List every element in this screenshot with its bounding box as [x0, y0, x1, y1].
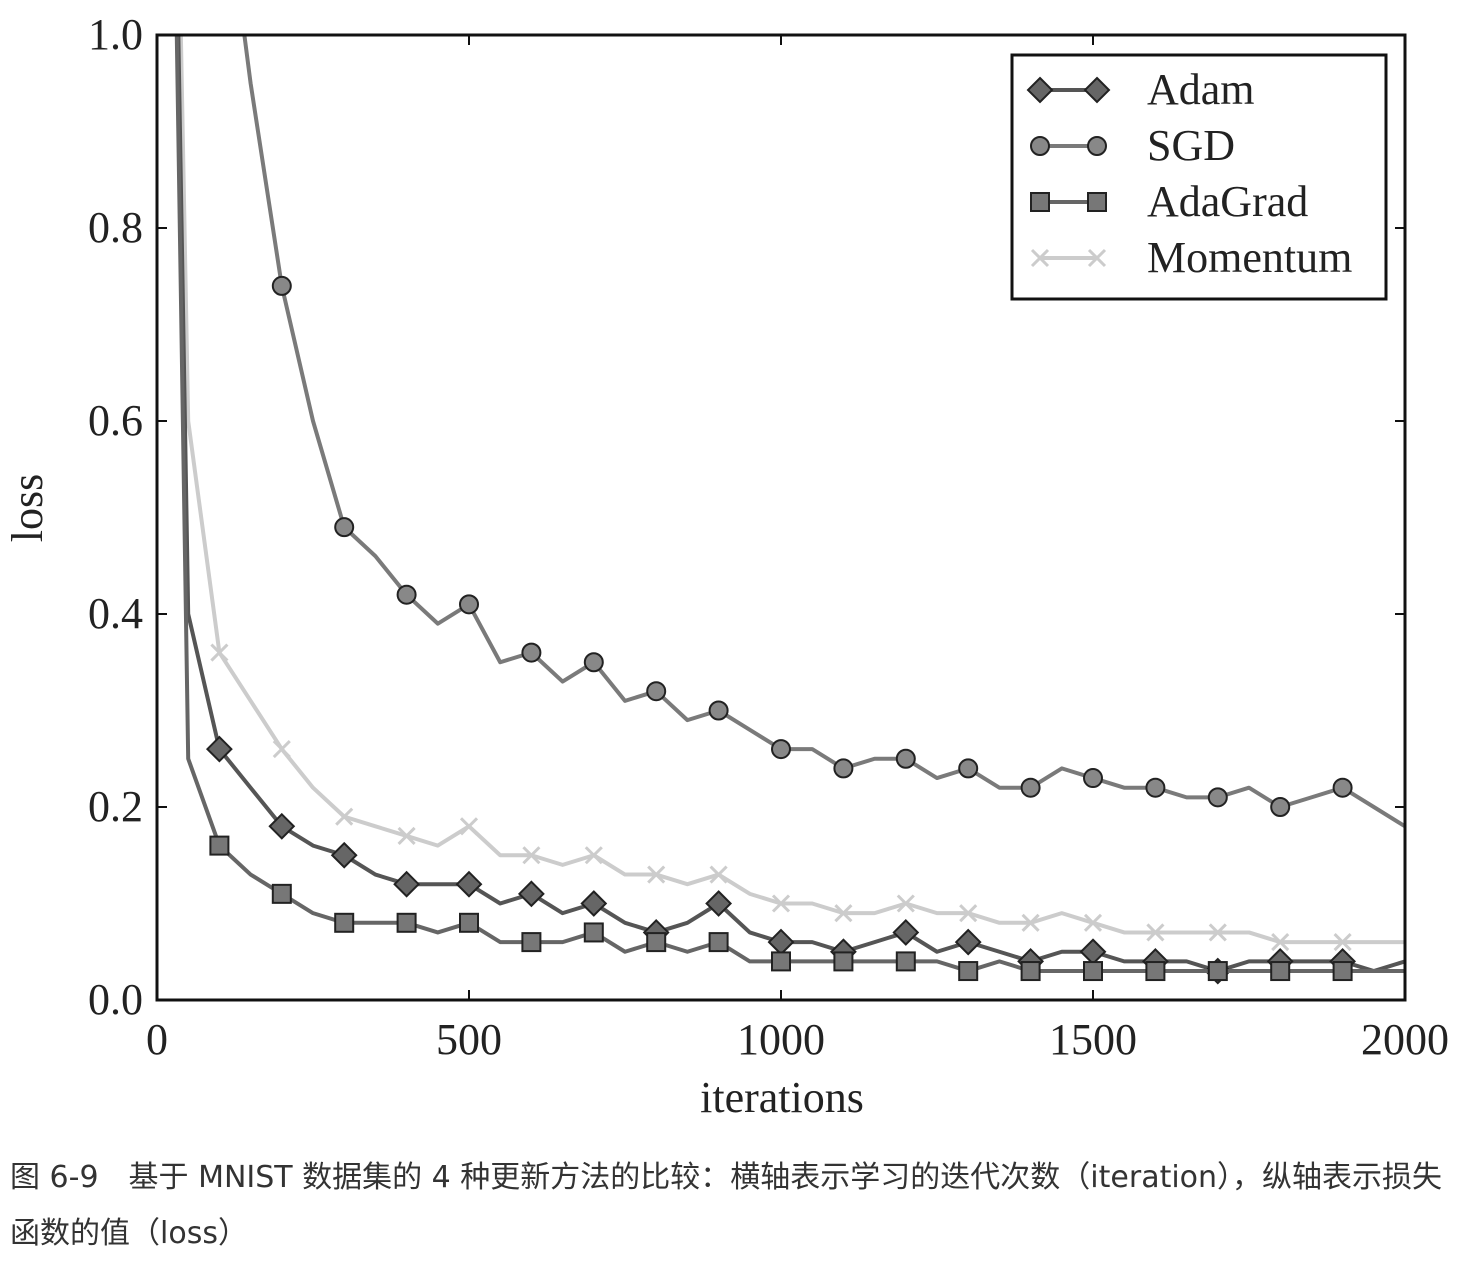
x-axis-label: iterations	[700, 1073, 864, 1122]
marker	[271, 883, 292, 904]
marker	[1208, 923, 1227, 942]
legend: Adam SGD AdaGrad Momentum	[1010, 53, 1388, 301]
marker	[1030, 192, 1050, 212]
marker	[521, 642, 542, 663]
marker	[896, 894, 915, 913]
marker	[1145, 961, 1166, 982]
y-tick-label: 0.6	[88, 396, 143, 445]
legend-label: SGD	[1147, 121, 1235, 170]
marker	[393, 870, 421, 898]
marker	[268, 812, 296, 840]
marker	[646, 932, 667, 953]
marker	[1087, 136, 1107, 156]
marker	[334, 912, 355, 933]
marker	[580, 890, 608, 917]
marker	[521, 932, 542, 953]
marker	[1207, 961, 1228, 982]
marker	[1083, 76, 1111, 104]
x-tick-label: 1000	[737, 1015, 825, 1064]
marker	[1030, 136, 1050, 156]
marker	[1332, 961, 1353, 982]
y-tick-label: 0.0	[88, 975, 143, 1024]
marker	[1083, 768, 1103, 789]
marker	[1020, 777, 1041, 798]
marker	[455, 870, 483, 898]
legend-label: AdaGrad	[1147, 177, 1308, 226]
marker	[1145, 777, 1166, 798]
marker	[1270, 961, 1291, 982]
marker	[1332, 777, 1353, 798]
marker	[705, 890, 733, 917]
marker	[954, 928, 982, 956]
marker	[892, 919, 920, 946]
marker	[895, 748, 916, 769]
marker	[771, 739, 791, 760]
marker	[334, 517, 355, 538]
marker	[522, 846, 541, 865]
marker	[1026, 76, 1054, 104]
marker	[895, 951, 916, 972]
marker	[271, 275, 292, 296]
marker	[1087, 192, 1107, 212]
marker	[1087, 248, 1107, 268]
marker	[330, 841, 358, 869]
marker	[459, 594, 479, 615]
marker	[583, 652, 604, 673]
marker	[210, 643, 229, 662]
marker	[584, 846, 603, 865]
marker	[1083, 913, 1103, 932]
marker	[205, 735, 233, 763]
y-axis-label: loss	[3, 474, 52, 542]
y-tick-label: 1.0	[88, 10, 143, 59]
y-tick-label: 0.8	[88, 203, 143, 252]
marker	[397, 826, 416, 846]
marker	[958, 961, 979, 982]
marker	[708, 700, 729, 721]
y-tick-label: 0.4	[88, 589, 143, 638]
y-tick-label: 0.2	[88, 782, 143, 831]
marker	[771, 894, 791, 913]
marker	[708, 932, 729, 953]
marker	[959, 904, 978, 923]
marker	[767, 928, 795, 956]
caption: 图 6-9 基于 MNIST 数据集的 4 种更新方法的比较：横轴表示学习的迭代…	[10, 1160, 1443, 1251]
marker	[1270, 797, 1291, 817]
marker	[1079, 938, 1107, 966]
marker	[771, 951, 791, 972]
marker	[517, 880, 545, 908]
marker	[335, 807, 354, 826]
marker	[459, 912, 479, 933]
marker	[583, 922, 604, 943]
marker	[209, 835, 230, 856]
x-tick-label: 1500	[1049, 1015, 1137, 1064]
marker	[1021, 913, 1040, 932]
marker	[646, 681, 667, 702]
marker	[1146, 923, 1165, 942]
marker	[647, 865, 666, 884]
marker	[1333, 933, 1352, 952]
marker	[1271, 933, 1290, 952]
marker	[1020, 961, 1041, 982]
x-tick-label: 0	[146, 1015, 168, 1064]
marker	[396, 912, 417, 933]
legend-label: Adam	[1147, 65, 1255, 114]
marker	[833, 951, 854, 972]
marker	[272, 740, 291, 759]
x-tick-label: 500	[436, 1015, 502, 1064]
x-tick-label: 2000	[1361, 1015, 1449, 1064]
marker	[833, 758, 854, 779]
marker	[396, 584, 417, 605]
marker	[1030, 248, 1050, 268]
chart: iterations loss 0.0 0.2 0.4 0.6 0.8 1.0 0 500 10…	[3, 10, 1449, 1122]
plot-area	[174, 35, 1405, 985]
marker	[958, 758, 979, 779]
marker	[709, 865, 728, 884]
marker	[1207, 787, 1228, 808]
marker	[834, 904, 853, 923]
legend-label: Momentum	[1147, 233, 1352, 282]
marker	[459, 817, 479, 836]
marker	[1083, 961, 1103, 982]
